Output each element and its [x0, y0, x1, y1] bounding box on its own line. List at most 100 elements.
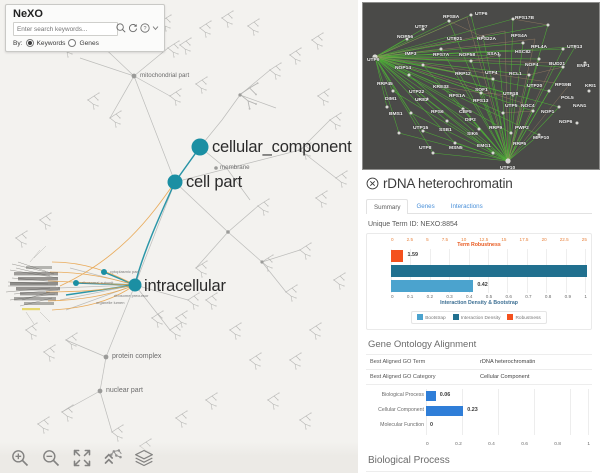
divider: [366, 471, 592, 472]
robustness-plot: 1.59 0.42: [391, 249, 587, 293]
legend-wrapper: Bootstrap Interaction Density Robustness: [367, 306, 591, 325]
svg-text:UTP18: UTP18: [503, 91, 519, 97]
tree-edges: [57, 39, 337, 433]
svg-text:RPL4A: RPL4A: [531, 44, 548, 50]
tab-interactions[interactable]: Interactions: [450, 203, 483, 210]
row-value: Cellular Component: [480, 374, 530, 380]
chart-legend: Bootstrap Interaction Density Robustness: [411, 311, 547, 324]
tick: 0.7: [525, 294, 532, 299]
radio-genes[interactable]: [68, 39, 77, 47]
svg-text:DIM1: DIM1: [385, 96, 397, 102]
svg-text:SOF1: SOF1: [475, 87, 488, 93]
svg-text:RPS17B: RPS17B: [515, 15, 534, 21]
tick: 0.9: [564, 294, 572, 299]
row-value: rDNA heterochromatin: [480, 359, 536, 365]
go-cat-label-molecular-function: Molecular Function: [380, 422, 424, 428]
tick: 1: [587, 442, 590, 447]
network-gene-labels: UTP9 UTP10 RPS8A UTP6 UTP7 RPS17B NOP56 …: [367, 11, 597, 169]
svg-text:UTP13: UTP13: [567, 44, 583, 50]
bar-value-biological-process: 0.06: [439, 392, 451, 398]
close-circle-icon[interactable]: [366, 177, 379, 190]
svg-text:DIP2: DIP2: [465, 117, 476, 123]
dense-gene-cluster: [5, 245, 60, 325]
legend-item-bootstrap: Bootstrap: [417, 314, 446, 321]
node-label-cell-part: cell part: [186, 173, 242, 191]
tab-summary[interactable]: Summary: [366, 199, 409, 214]
gene-network-graph[interactable]: UTP9 UTP10 RPS8A UTP6 UTP7 RPS17B NOP56 …: [363, 3, 599, 169]
search-input[interactable]: [13, 22, 118, 36]
bottom-axis-ticks: 0 0.1 0.2 0.3 0.4 0.5 0.6 0.7 0.8 0.9 1: [367, 294, 591, 299]
svg-text:UTP21: UTP21: [447, 36, 463, 42]
node-cellular-component: [191, 138, 209, 156]
radio-keywords[interactable]: [25, 39, 34, 47]
svg-text:UTP5: UTP5: [505, 103, 518, 109]
tick: 5: [426, 237, 429, 242]
svg-text:IMP3: IMP3: [405, 51, 417, 57]
node-label-protein-complex: protein complex: [112, 353, 162, 360]
app-title: NeXO: [13, 8, 43, 20]
svg-text:UR81: UR81: [415, 97, 428, 103]
svg-text:NOP58: NOP58: [459, 52, 475, 58]
svg-text:UTP7: UTP7: [415, 24, 428, 30]
svg-text:KRE33: KRE33: [433, 84, 449, 90]
svg-text:BUD21: BUD21: [549, 61, 565, 67]
tick: 1: [584, 294, 587, 299]
svg-text:NOP1: NOP1: [541, 109, 555, 115]
tick: 10: [461, 237, 467, 242]
bottom-axis-title: Interaction Density & Bootstrap: [440, 300, 518, 306]
secondary-path: [45, 181, 176, 311]
bar-biological-process: [426, 391, 436, 401]
tick: 0.8: [544, 294, 552, 299]
svg-text:UTP6: UTP6: [475, 11, 488, 17]
svg-text:UTP10: UTP10: [500, 165, 516, 169]
fit-screen-icon[interactable]: [72, 448, 92, 468]
ontology-tree-graph[interactable]: [0, 0, 358, 473]
svg-text:RPS6: RPS6: [431, 109, 444, 115]
radio-keywords-label: Keywords: [36, 39, 66, 47]
svg-text:RRP5: RRP5: [513, 141, 526, 147]
chevron-down-icon[interactable]: [152, 24, 159, 32]
tick: 0.6: [505, 294, 512, 299]
svg-text:HSC82: HSC82: [515, 49, 531, 55]
search-icon[interactable]: [115, 22, 127, 34]
tick: 0.4: [466, 294, 473, 299]
tick: 0: [391, 237, 394, 242]
node-ribosomal-subunit: [73, 280, 79, 286]
tick: 0.2: [426, 294, 433, 299]
svg-text:SIK6: SIK6: [467, 131, 478, 137]
tick: 7.5: [441, 237, 449, 242]
table-row: Best Aligned GO Category Cellular Compon…: [366, 370, 592, 385]
svg-text:RPS13: RPS13: [473, 98, 489, 104]
ontology-tree-panel[interactable]: cellular_component cell part intracellul…: [0, 0, 358, 473]
search-panel[interactable]: NeXO ? By: Keywords Genes: [5, 4, 165, 52]
svg-text:?: ?: [144, 26, 147, 32]
search-by-group: By: Keywords Genes: [13, 39, 99, 47]
zoom-out-icon[interactable]: [41, 448, 61, 468]
tick: 2.5: [406, 237, 414, 242]
node-label-cellular-component: cellular_component: [212, 138, 352, 156]
collapse-icon[interactable]: [103, 448, 123, 468]
robustness-chart: 0 2.5 5 7.5 10 12.5 15 17.5 20 22.5 25 T…: [366, 233, 592, 330]
svg-text:UTP20: UTP20: [527, 83, 543, 89]
gene-network-panel[interactable]: UTP9 UTP10 RPS8A UTP6 UTP7 RPS17B NOP56 …: [362, 2, 600, 170]
svg-text:NOP6: NOP6: [559, 119, 573, 125]
search-by-label: By:: [13, 39, 23, 47]
help-icon[interactable]: ?: [139, 22, 151, 34]
network-edges-brown: [374, 16, 570, 162]
tab-genes[interactable]: Genes: [416, 203, 435, 210]
tick: 0.8: [554, 442, 561, 447]
svg-text:KRI1: KRI1: [585, 83, 596, 89]
term-detail-panel[interactable]: rDNA heterochromatin Summary Genes Inter…: [358, 170, 600, 473]
tree-toolbar: [0, 442, 358, 473]
zoom-in-icon[interactable]: [10, 448, 30, 468]
tick: 0.2: [455, 442, 462, 447]
tick: 17.5: [519, 237, 529, 242]
go-alignment-table: Best Aligned GO Term rDNA heterochromati…: [366, 354, 592, 385]
svg-text:POL5: POL5: [561, 95, 574, 101]
bar-value-robustness: 1.59: [407, 252, 418, 258]
svg-text:NOP14: NOP14: [395, 65, 411, 71]
reset-icon[interactable]: [127, 22, 139, 34]
highlighted-nodes: [73, 138, 209, 292]
layers-icon[interactable]: [134, 448, 154, 468]
